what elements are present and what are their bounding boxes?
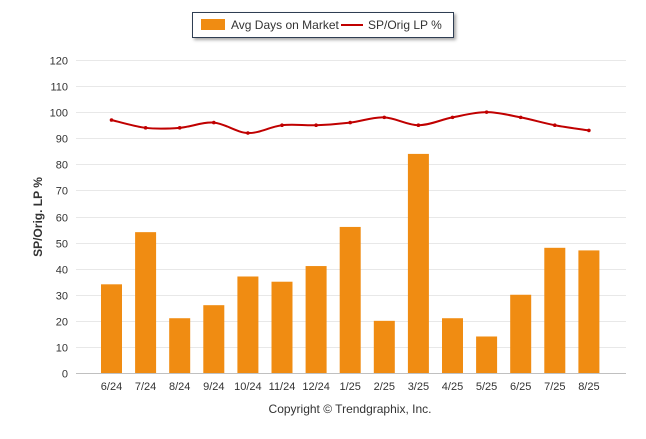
x-tick-labels: 6/24 7/24 8/24 9/24 10/24 11/24 12/24 1/25 2/25 3… (101, 381, 600, 393)
line-point[interactable] (109, 118, 114, 122)
legend[interactable]: Avg Days on Market SP/Orig LP % (192, 12, 454, 38)
line-point[interactable] (518, 115, 523, 120)
x-tick-label: 10/24 (234, 381, 262, 393)
x-tick-label: 7/24 (135, 381, 156, 393)
bar[interactable] (373, 320, 395, 373)
y-tick-label: 0 (62, 369, 68, 381)
legend-line-label: SP/Orig LP % (368, 18, 442, 32)
line-point[interactable] (246, 131, 250, 135)
line-point[interactable] (212, 120, 216, 125)
line-point[interactable] (587, 128, 591, 133)
y-tick-labels: 0 10 20 30 40 50 60 70 80 90 100 110 120 (50, 56, 68, 381)
bar[interactable] (203, 305, 225, 373)
x-tick-label: 6/24 (101, 381, 122, 393)
x-tick-label: 12/24 (302, 381, 330, 393)
x-tick-label: 4/25 (442, 381, 463, 393)
y-tick-label: 80 (56, 160, 68, 172)
legend-bar-swatch (201, 19, 225, 30)
line-point[interactable] (450, 115, 455, 120)
x-tick-label: 6/25 (510, 381, 531, 393)
line-series (109, 110, 591, 135)
y-tick-label: 110 (50, 82, 68, 94)
line-point[interactable] (382, 115, 387, 120)
bar[interactable] (578, 250, 600, 373)
line-point[interactable] (314, 123, 318, 128)
bar[interactable] (135, 232, 157, 373)
bar[interactable] (169, 318, 191, 373)
bar[interactable] (544, 247, 566, 373)
x-tick-label: 1/25 (339, 381, 360, 393)
y-tick-label: 100 (50, 108, 68, 120)
y-tick-label: 60 (56, 213, 68, 225)
x-tick-label: 8/24 (169, 381, 190, 393)
y-tick-label: 30 (56, 291, 68, 303)
bar[interactable] (339, 226, 361, 373)
legend-line-swatch (341, 24, 363, 26)
x-tick-label: 8/25 (578, 381, 599, 393)
line-point[interactable] (416, 123, 421, 128)
y-tick-label: 10 (56, 343, 68, 355)
bar[interactable] (305, 266, 327, 373)
x-tick-label: 7/25 (544, 381, 565, 393)
bar-series (101, 153, 600, 373)
line-point[interactable] (280, 123, 284, 128)
bar[interactable] (442, 318, 463, 373)
y-axis-title: SP/Orig. LP % (31, 177, 45, 257)
bar[interactable] (510, 294, 532, 373)
bar[interactable] (101, 284, 122, 373)
y-tick-label: 90 (56, 134, 68, 146)
bar[interactable] (476, 336, 498, 373)
x-tick-label: 2/25 (374, 381, 395, 393)
line-point[interactable] (553, 123, 557, 128)
line-point[interactable] (143, 126, 148, 130)
copyright-text: Copyright © Trendgraphix, Inc. (268, 402, 432, 416)
y-tick-label: 40 (56, 265, 68, 277)
y-tick-label: 120 (50, 56, 68, 68)
line-point[interactable] (484, 110, 489, 114)
y-tick-label: 50 (56, 239, 68, 251)
bar[interactable] (237, 276, 259, 373)
y-tick-label: 70 (56, 186, 68, 198)
x-tick-label: 3/25 (408, 381, 429, 393)
x-tick-label: 5/25 (476, 381, 497, 393)
line-point[interactable] (348, 120, 353, 125)
legend-bar-label: Avg Days on Market (231, 18, 339, 32)
bar[interactable] (407, 153, 429, 373)
bar[interactable] (271, 281, 293, 373)
y-tick-label: 20 (56, 317, 68, 329)
x-tick-label: 11/24 (269, 381, 296, 393)
line-point[interactable] (177, 126, 182, 130)
x-tick-label: 9/24 (203, 381, 224, 393)
